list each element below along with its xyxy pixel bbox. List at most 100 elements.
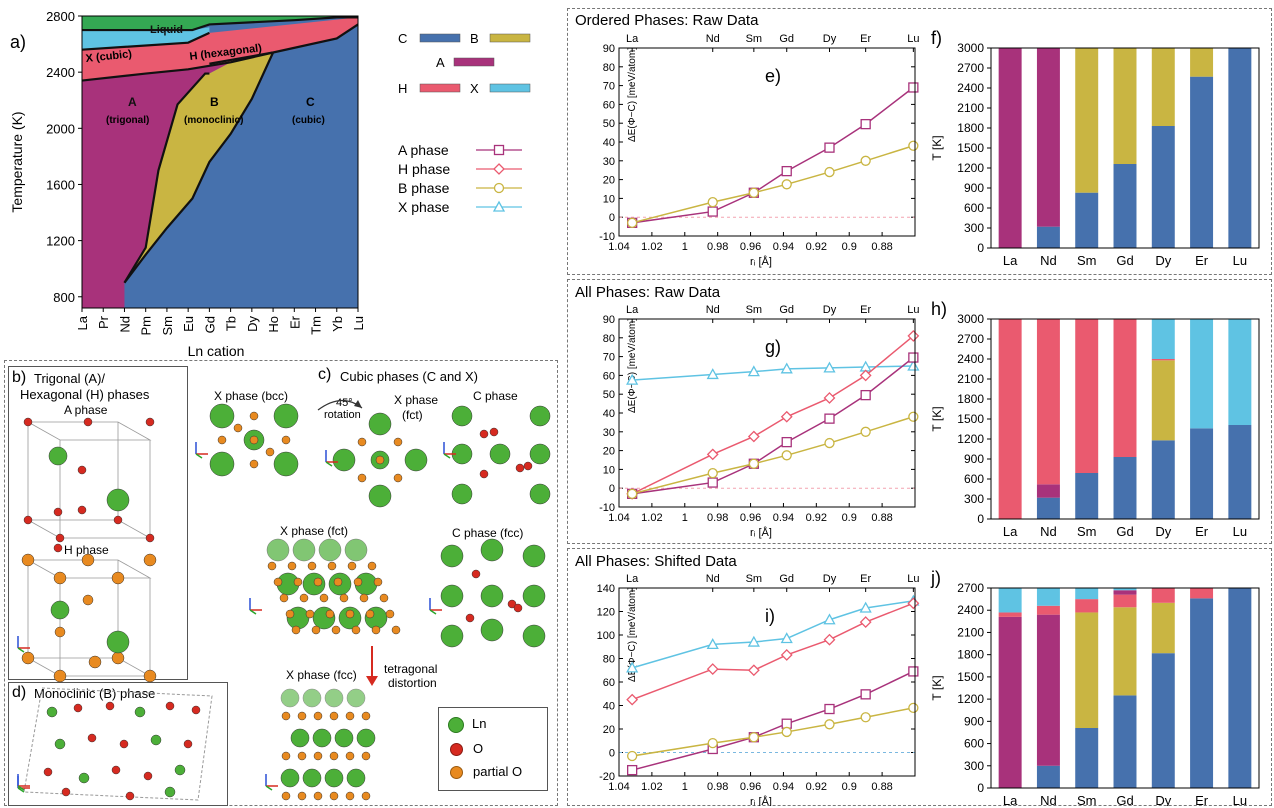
axis-b [17,787,25,793]
distortion-label-2: distortion [388,676,437,690]
section-ordered-raw [567,8,1272,275]
distortion-label-1: tetragonal [384,662,438,676]
x-tick-label: Sm [1077,253,1097,268]
x-tick-label: Sm [1077,793,1097,806]
y-tick-label: 2000 [46,121,75,136]
panel-d-label: d) [12,684,27,701]
rotation-label-2: rotation [324,409,361,421]
x-tick-label: Pr [96,315,111,329]
partial-o-atom [281,751,291,761]
data-point [860,426,871,437]
line-chart-e: ΔE(Φ−C) [meV/atom] -10 0 10 20 30 40 50 60 70 80 90… [599,33,919,268]
partial-o-atom [357,437,367,447]
y-tick-label: 1500 [957,412,984,426]
y-tick-label: 2700 [957,61,984,75]
partial-o-atom [313,791,323,801]
x-tick-label: 0.96 [740,241,761,253]
data-point [707,197,718,208]
data-point [747,635,760,647]
axis-b [249,609,257,615]
o-atom [111,765,121,775]
x-tick-label: 1.02 [641,512,662,524]
data-point [908,411,919,422]
bar-segment-x [1113,588,1137,591]
bar-segment-b [1151,48,1175,126]
partial-o-atom [21,553,35,567]
bar-segment-h [998,319,1022,519]
data-point [824,142,835,153]
x-tick-label: 0.88 [871,241,892,253]
panel-label: j) [930,568,941,588]
partial-o-atom [373,577,383,587]
ln-atom [318,538,342,562]
bar-chart-f: 0 300 600 900 1200 1500 1800 2100 2400 2700 3000 T … [930,28,1260,268]
bar-segment-h [1036,605,1060,615]
partial-o-atom [345,711,355,721]
ln-atom [404,448,428,472]
x-axis-label: rᵢ [Å] [750,526,772,539]
top-tick-label: Er [860,304,871,316]
partial-o-atom [393,437,403,447]
bar-segment-x [998,588,1022,613]
phase-color-legend: C B A H X [398,31,531,96]
x-tick-label: Er [1195,253,1209,268]
bar-segment-h [1151,359,1175,361]
data-point [627,750,638,762]
y-tick-label: 1200 [957,161,984,175]
o-atom [145,417,155,427]
bar-segment-c [1036,765,1060,788]
data-point [824,437,835,449]
partial-o-atom [311,625,321,635]
data-point [908,82,919,93]
axis-b [265,785,273,791]
o-atom [23,417,33,427]
y-tick-label: 0 [977,781,984,795]
top-tick-label: Dy [823,304,837,316]
data-point [781,450,792,461]
x-tick-label: La [1003,524,1018,539]
x-tick-label: 0.98 [707,512,728,524]
bar-segment-c [1036,226,1060,248]
o-atom [183,739,193,749]
y-tick-label: 1800 [957,648,984,662]
boundary-h-c [209,23,359,65]
data-point [823,361,836,373]
y-tick-label: 1600 [46,177,75,192]
bar-segment-c [1190,76,1214,248]
boundary-a-b [123,72,210,284]
y-tick-label: 1200 [46,234,75,249]
x-tick-label: Tb [224,316,239,331]
top-tick-label: La [626,573,639,585]
bar-chart-h: 0 300 600 900 1200 1500 1800 2100 2400 2700 3000 T … [930,299,1260,539]
x-tick-label: Dy [245,316,260,332]
ln-atom [346,688,366,708]
y-tick-label: 10 [603,193,615,205]
bar-segment-h [1190,588,1214,599]
partial-o-atom [307,561,317,571]
series-legend: A phase H phase B phase X phase [398,142,522,215]
data-point [747,664,760,677]
ln-atom [529,405,551,427]
x-tick-label: 1 [682,241,688,253]
bar-segment-c [1113,164,1137,248]
x-tick-label: Lu [351,316,366,330]
y-tick-label: 20 [603,175,615,187]
y-tick-label: 900 [964,181,984,195]
c-fcc-label: C phase (fcc) [452,526,524,540]
top-tick-label: Sm [746,573,763,585]
y-axis-label: Temperature (K) [9,111,25,212]
data-point [908,702,919,714]
y-tick-label: 0 [977,241,984,255]
x-tick-label: Ho [266,316,281,333]
y-tick-label: 0 [977,512,984,526]
y-axis-label: ΔE(Φ−C) [meV/atom] [627,587,638,682]
data-point [627,217,638,228]
data-point [780,632,793,644]
bar-segment-b [1151,360,1175,441]
o-atom [53,543,63,553]
o-atom [513,603,523,613]
x-tick-label: Dy [1155,793,1171,806]
data-point [781,165,792,177]
data-point [824,166,835,178]
bar-segment-x [1151,319,1175,359]
